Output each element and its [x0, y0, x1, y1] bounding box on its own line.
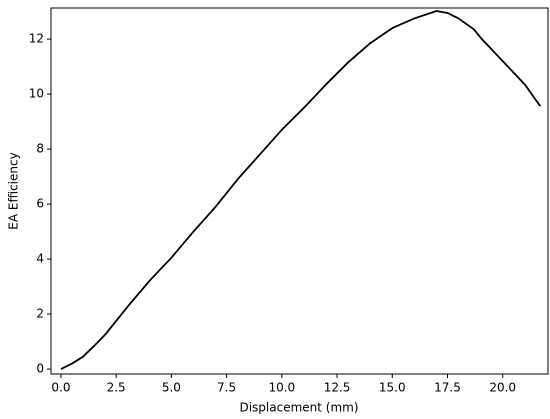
x-tick-label: 0.0	[51, 381, 70, 395]
x-tick-label: 10.0	[268, 381, 295, 395]
y-tick-label: 6	[36, 197, 44, 211]
y-tick-label: 4	[36, 252, 44, 266]
y-tick-label: 8	[36, 142, 44, 156]
x-tick-label: 5.0	[162, 381, 181, 395]
x-tick-label: 17.5	[434, 381, 461, 395]
line-series	[60, 10, 542, 370]
x-tick-label: 20.0	[489, 381, 516, 395]
y-tick-label: 10	[29, 87, 44, 101]
y-tick-label: 0	[36, 362, 44, 376]
y-tick-label: 2	[36, 307, 44, 321]
x-tick-label: 7.5	[217, 381, 236, 395]
x-tick-label: 2.5	[107, 381, 126, 395]
y-tick-label: 12	[29, 32, 44, 46]
x-tick-label: 15.0	[379, 381, 406, 395]
plot-frame	[50, 7, 549, 375]
x-tick-label: 12.5	[324, 381, 351, 395]
y-axis-label: EA Efficiency	[7, 152, 21, 229]
x-axis-label: Displacement (mm)	[239, 401, 358, 415]
